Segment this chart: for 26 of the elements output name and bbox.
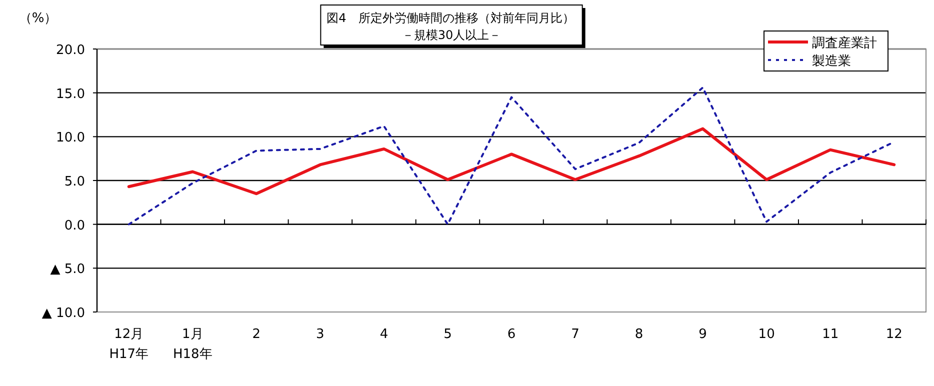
y-axis-title: （%）: [18, 11, 58, 26]
legend-label: 調査産業計: [812, 35, 877, 51]
x-tick-label: 11: [822, 327, 839, 342]
x-tick-label: 12: [886, 327, 902, 342]
chart-title: 図4 所定外労働時間の推移（対前年同月比）: [326, 11, 574, 25]
legend-label: 製造業: [812, 54, 851, 69]
x-tick-label: 2: [252, 327, 261, 342]
chart-subtitle: －規模30人以上－: [402, 28, 502, 42]
line-series: [127, 127, 896, 196]
x-tick-label: 3: [316, 327, 324, 342]
y-tick-label: 10.0: [56, 130, 85, 146]
x-tick-label: 9: [698, 327, 707, 342]
y-tick-label: 0.0: [64, 218, 85, 234]
y-tick-label: 5.0: [64, 174, 85, 190]
x-tick-label: 1月 H18年: [172, 327, 212, 362]
y-tick-label: ▲ 5.0: [50, 262, 85, 278]
y-tick-label: 20.0: [56, 43, 85, 58]
x-tick-label: 12月 H17年: [109, 327, 149, 362]
y-tick-label: ▲ 10.0: [42, 306, 85, 321]
x-tick-label: 6: [507, 327, 516, 342]
x-tick-label: 7: [571, 327, 580, 342]
x-tick-label: 10: [758, 327, 775, 342]
x-tick-label: 4: [380, 327, 388, 342]
x-tick-label: 8: [634, 327, 644, 342]
y-tick-label: 15.0: [56, 86, 85, 102]
x-tick-label: 5: [444, 327, 452, 342]
